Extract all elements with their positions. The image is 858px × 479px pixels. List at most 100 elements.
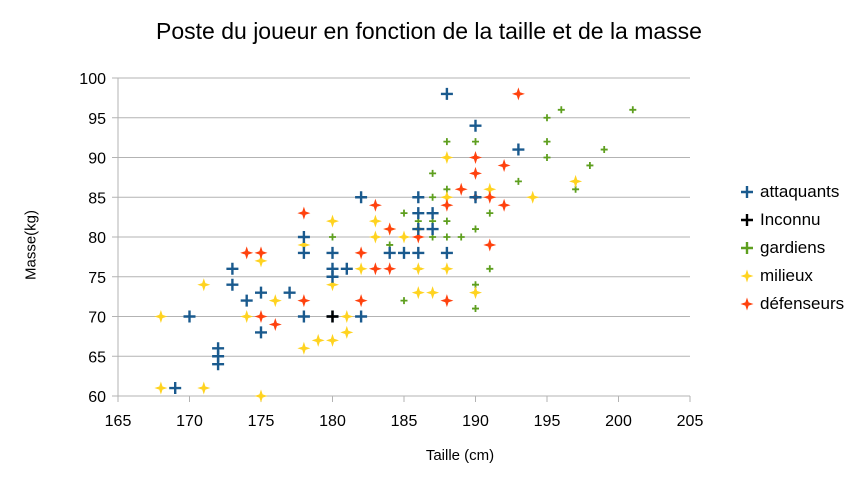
y-tick-label: 75 [88,270,106,287]
point-defenseurs [354,294,368,308]
legend-label: gardiens [760,238,826,257]
point-milieux [483,182,497,196]
point-defenseurs [354,246,368,260]
point-milieux [440,151,454,164]
x-tick-label: 175 [248,413,275,430]
point-gardiens [486,209,494,217]
point-milieux [397,230,411,244]
x-tick-label: 190 [462,413,489,430]
point-attaquants [412,246,425,259]
point-defenseurs [483,190,497,204]
x-axis-label: Taille (cm) [425,447,495,464]
point-milieux [326,333,339,347]
point-milieux [311,333,325,347]
y-tick-label: 65 [88,349,106,366]
point-gardiens [329,233,336,241]
point-attaquants [326,246,339,259]
legend-symbol [741,186,753,198]
point-attaquants [340,262,353,275]
point-attaquants [412,223,425,236]
point-attaquants [212,342,225,355]
point-gardiens [472,305,479,313]
point-milieux [411,262,425,276]
point-defenseurs [497,158,511,172]
data-points [154,87,637,403]
point-milieux [254,389,268,403]
point-attaquants [383,246,396,259]
y-tick-label: 60 [88,389,106,406]
legend-label: attaquants [760,182,840,201]
point-milieux [368,214,382,228]
point-defenseurs [411,230,425,244]
point-defenseurs [368,198,382,212]
point-defenseurs [511,87,525,101]
point-milieux [154,381,168,395]
point-gardiens [486,265,494,273]
point-attaquants [412,191,425,204]
point-attaquants [440,87,453,100]
point-gardiens [457,233,465,241]
point-milieux [268,294,282,308]
point-gardiens [472,138,479,146]
point-attaquants [226,278,239,291]
legend-symbol [741,214,753,226]
point-attaquants [426,207,439,220]
point-defenseurs [368,262,382,276]
point-attaquants [297,310,310,323]
point-attaquants [512,143,525,156]
x-tick-label: 180 [319,413,346,430]
point-milieux [440,262,454,276]
legend-item-milieux: milieux [738,262,844,290]
point-attaquants [297,246,310,259]
y-tick-label: 90 [88,151,106,168]
chart-title: Poste du joueur en fonction de la taille… [156,18,702,44]
point-defenseurs [254,246,268,260]
point-defenseurs [268,317,282,331]
point-defenseurs [297,206,311,220]
point-defenseurs [469,151,482,164]
point-milieux [411,286,425,300]
legend-item-gardiens: gardiens [738,234,844,262]
point-gardiens [557,106,565,114]
point-attaquants [283,286,296,299]
legend-marker [741,186,753,198]
x-tick-label: 170 [176,413,203,430]
point-milieux [340,325,354,339]
point-defenseurs [469,166,482,180]
point-milieux [326,278,339,292]
point-gardiens [600,146,608,154]
point-milieux [240,310,254,323]
point-defenseurs [383,262,397,276]
legend: attaquants Inconnu gardiens milieux défenseu… [738,178,844,318]
point-attaquants [183,310,196,323]
y-tick-label: 85 [88,190,106,207]
point-milieux [154,310,168,323]
axes [112,77,691,402]
x-tick-label: 195 [534,413,561,430]
point-gardiens [443,217,451,225]
point-milieux [469,286,482,300]
point-defenseurs [483,238,497,252]
point-attaquants [169,382,182,395]
point-attaquants [226,262,239,275]
point-gardiens [514,177,522,185]
point-attaquants [426,223,439,236]
point-inconnu [326,310,339,323]
point-defenseurs [440,294,454,308]
y-tick-label: 100 [79,71,106,88]
point-attaquants [355,191,368,204]
point-gardiens [443,233,451,241]
y-tick-label: 80 [88,230,106,247]
legend-marker [741,242,753,254]
legend-item-inconnu: Inconnu [738,206,844,234]
point-gardiens [586,161,594,169]
point-gardiens [400,209,408,217]
point-attaquants [255,326,267,339]
point-attaquants [398,246,410,259]
point-gardiens [429,193,437,201]
point-defenseurs [383,222,397,236]
point-attaquants [297,231,310,243]
legend-marker [740,269,754,283]
point-defenseurs [297,294,311,308]
